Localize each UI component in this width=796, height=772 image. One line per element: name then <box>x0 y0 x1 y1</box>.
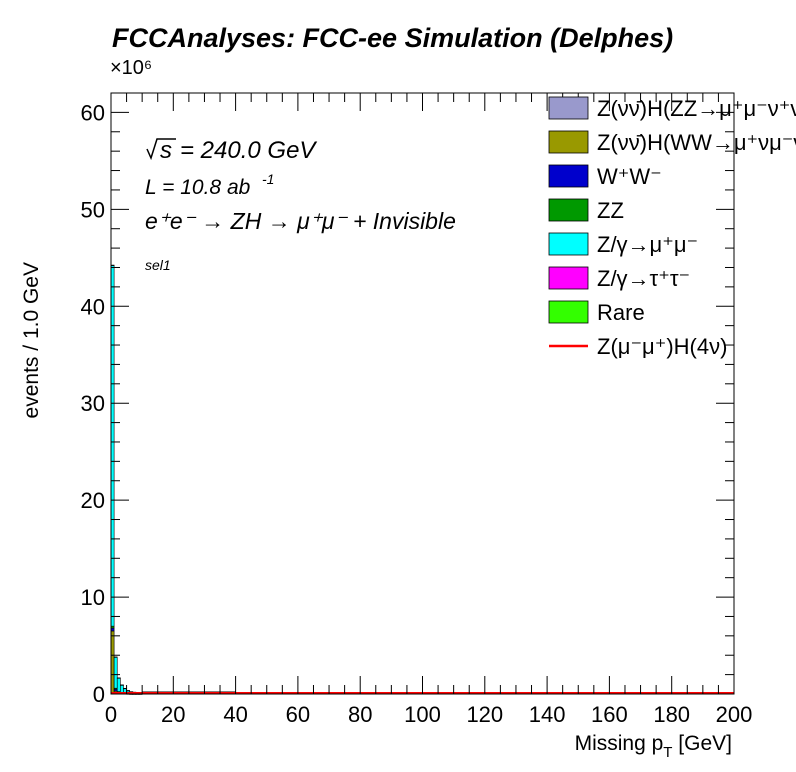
sqrt-s-var: s <box>160 137 172 164</box>
legend-swatch-1 <box>548 130 589 154</box>
x-tick-label: 60 <box>286 702 310 727</box>
x-tick-label: 100 <box>404 702 441 727</box>
x-tick-label: 120 <box>466 702 503 727</box>
x-axis-title: Missing pT [GeV] <box>575 732 732 761</box>
luminosity-annotation: L = 10.8 ab -1 <box>145 171 274 199</box>
legend-swatch-6 <box>548 300 589 324</box>
bar-series5-bin2 <box>116 677 121 679</box>
y-tick-label: 50 <box>81 197 105 222</box>
histogram-bars <box>110 264 734 695</box>
chart-title: FCCAnalyses: FCC-ee Simulation (Delphes) <box>112 23 673 53</box>
y-tick-label: 60 <box>81 100 105 125</box>
luminosity-text: L = 10.8 ab <box>145 176 251 199</box>
legend-swatch-3 <box>548 198 589 222</box>
y-tick-label: 0 <box>93 682 105 707</box>
y-exponent-text: ×10⁶ <box>110 57 152 79</box>
x-tick-label: 140 <box>529 702 566 727</box>
y-tick-label: 20 <box>81 488 105 513</box>
x-tick-label: 0 <box>105 702 117 727</box>
selection-annotation: sel1 <box>145 257 171 273</box>
legend-swatch-4 <box>548 232 589 256</box>
bar-series4-bin3 <box>120 684 124 694</box>
x-tick-label: 160 <box>591 702 628 727</box>
sqrt-s-value: = 240.0 GeV <box>180 137 317 164</box>
legend-swatch-2 <box>548 164 589 188</box>
x-tick-label: 180 <box>653 702 690 727</box>
legend-label-4: Z/γ→μ⁺μ⁻ <box>597 232 698 257</box>
sqrt-s-annotation: s = 240.0 GeV <box>146 137 317 164</box>
legend-swatch-0 <box>548 96 589 120</box>
bar-series5-bin3 <box>120 684 124 686</box>
y-axis-ticks: 0 10 20 30 40 50 60 <box>81 92 734 707</box>
legend: Z(νν̄)H(ZZ→μ⁺μ⁻ν⁺ν⁻) Z(νν̄)H(WW→μ⁺νμ⁻ν) W⁺… <box>548 96 796 359</box>
luminosity-exponent: -1 <box>262 171 274 187</box>
x-axis-ticks: 0 20 40 60 80 100 120 140 160 180 200 <box>105 93 752 727</box>
y-axis-title: events / 1.0 GeV <box>20 262 43 418</box>
bar-series4-bin1 <box>113 656 118 689</box>
x-tick-label: 40 <box>223 702 247 727</box>
legend-label-6: Rare <box>597 300 645 325</box>
y-tick-label: 10 <box>81 585 105 610</box>
legend-label-2: W⁺W⁻ <box>597 164 662 189</box>
x-tick-label: 80 <box>348 702 372 727</box>
sqrt-symbol <box>146 138 176 161</box>
x-tick-label: 20 <box>161 702 185 727</box>
legend-label-7: Z(μ⁻μ⁺)H(4ν) <box>597 334 727 359</box>
bar-series5-bin1 <box>113 656 118 658</box>
legend-label-3: ZZ <box>597 198 624 223</box>
y-tick-label: 40 <box>81 294 105 319</box>
bar-series4-bin2 <box>116 677 121 692</box>
x-tick-label: 200 <box>716 702 753 727</box>
legend-label-0: Z(νν̄)H(ZZ→μ⁺μ⁻ν⁺ν⁻) <box>597 96 796 121</box>
y-exponent-label: ×10⁶ <box>110 57 152 79</box>
legend-swatch-5 <box>548 266 589 290</box>
y-tick-label: 30 <box>81 391 105 416</box>
annotation-block: s = 240.0 GeV L = 10.8 ab -1 e⁺e⁻ → ZH →… <box>145 137 456 273</box>
legend-label-1: Z(νν̄)H(WW→μ⁺νμ⁻ν) <box>597 130 796 155</box>
legend-label-5: Z/γ→τ⁺τ⁻ <box>597 266 690 291</box>
process-annotation: e⁺e⁻ → ZH → μ⁺μ⁻ + Invisible <box>145 208 456 234</box>
